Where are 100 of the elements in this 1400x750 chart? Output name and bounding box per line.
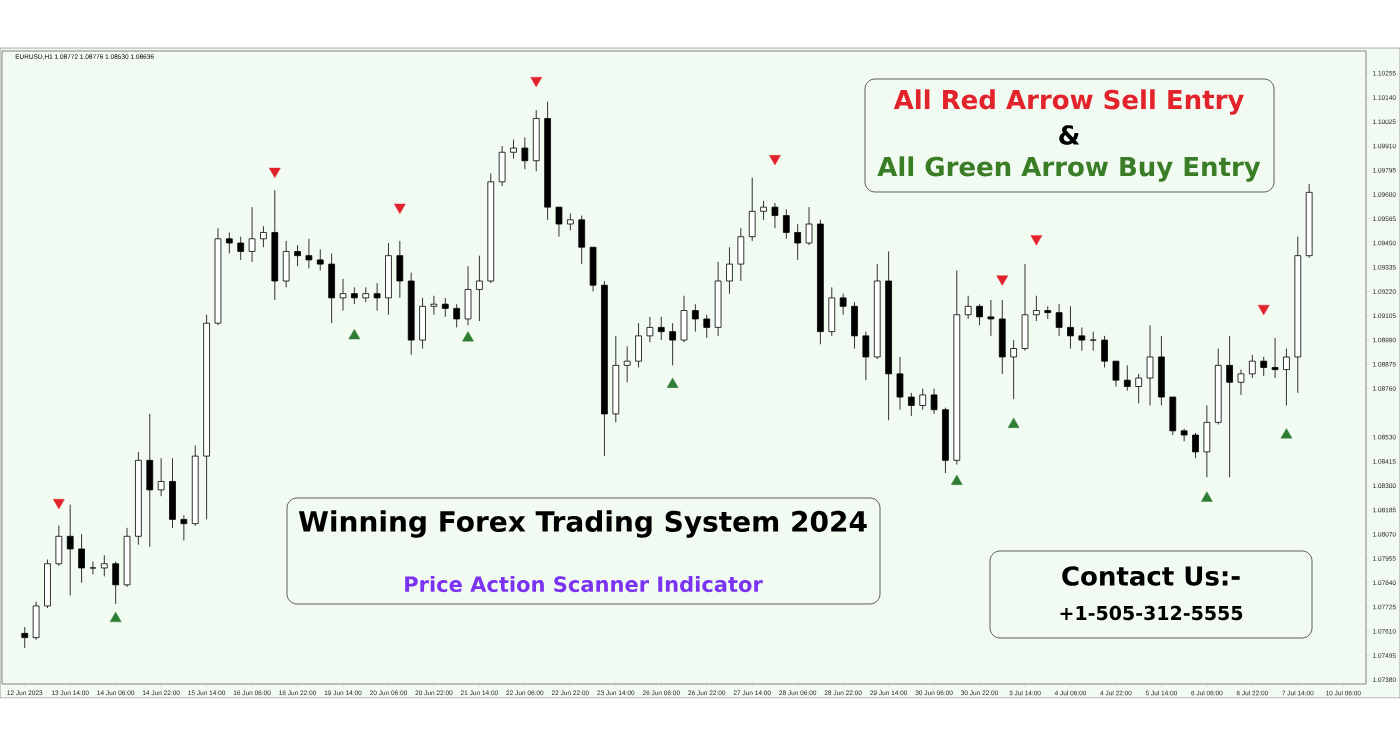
candlestick <box>1260 356 1268 377</box>
candlestick <box>1305 183 1313 259</box>
candlestick <box>373 282 381 311</box>
point <box>394 203 406 214</box>
candlestick <box>169 457 176 529</box>
point <box>109 611 122 623</box>
candlestick <box>407 272 415 356</box>
candlestick <box>32 601 40 641</box>
point <box>1007 417 1020 428</box>
candlestick <box>1010 339 1017 400</box>
candlestick <box>714 261 722 337</box>
candlestick <box>771 202 779 229</box>
candlestick <box>907 392 915 417</box>
candlestick <box>1078 327 1086 352</box>
candlestick <box>748 177 756 242</box>
candlestick <box>362 286 370 303</box>
candlestick <box>703 314 711 339</box>
point <box>268 167 281 178</box>
candlestick <box>191 445 199 527</box>
candlestick <box>657 316 665 341</box>
candlestick <box>566 213 574 231</box>
candlestick <box>1123 364 1131 392</box>
candlestick <box>987 299 995 337</box>
candlestick <box>692 303 699 333</box>
candlestick <box>260 225 267 248</box>
candlestick <box>794 223 802 261</box>
candlestick <box>316 248 324 271</box>
text: Winning Forex Trading System 2024 <box>298 510 867 538</box>
point <box>950 474 963 485</box>
candlestick <box>964 295 972 320</box>
candlestick <box>737 227 745 282</box>
annotation: All Green Arrow Buy Entry <box>877 156 1261 182</box>
candlestick <box>680 295 688 343</box>
candlestick <box>385 242 392 316</box>
candlestick <box>1294 236 1302 394</box>
candlestick <box>601 280 608 457</box>
candlestick <box>612 335 620 423</box>
candlestick <box>498 145 506 187</box>
candlestick <box>805 206 813 246</box>
candlestick <box>100 554 108 577</box>
candlestick <box>1203 405 1211 478</box>
candlestick <box>896 356 904 411</box>
candlestick <box>544 101 551 221</box>
candlestick <box>839 293 847 316</box>
candlestick <box>669 322 676 366</box>
candlestick <box>1021 263 1029 352</box>
candlestick <box>953 270 961 465</box>
point <box>1280 428 1293 439</box>
candlestick <box>203 314 210 520</box>
candlestick <box>146 413 154 548</box>
candlestick <box>885 251 892 421</box>
point <box>1030 235 1043 246</box>
annotation: +1-505-312-5555 <box>1060 605 1243 621</box>
candlestick <box>1248 354 1256 379</box>
point <box>996 275 1009 286</box>
candlestick <box>339 278 347 311</box>
text: Price Action Scanner Indicator <box>405 575 763 593</box>
candlestick <box>998 299 1006 375</box>
candlestick <box>635 322 642 368</box>
candlestick <box>1044 305 1052 320</box>
point <box>348 329 361 340</box>
candlestick <box>782 208 790 240</box>
candlestick <box>1135 373 1143 404</box>
candlestick <box>78 533 85 584</box>
point <box>666 377 679 388</box>
candlestick <box>930 388 938 415</box>
candlestick <box>476 255 483 322</box>
candlestick <box>1271 337 1279 379</box>
candlestick <box>1237 369 1245 396</box>
point <box>769 155 781 166</box>
candlestick <box>1089 331 1097 352</box>
candlestick <box>862 331 870 381</box>
candlestick <box>1055 303 1063 337</box>
candlestick <box>851 301 858 349</box>
point <box>1257 304 1270 316</box>
candlestick <box>532 109 540 172</box>
candlestick <box>760 200 767 221</box>
candlestick <box>248 206 256 263</box>
candlestick <box>1158 335 1165 406</box>
candlestick <box>430 295 438 316</box>
candlestick <box>21 626 29 649</box>
candlestick <box>305 238 313 269</box>
candlestick <box>578 215 586 265</box>
candlestick <box>271 189 279 301</box>
candlestick <box>214 227 222 326</box>
candlestick <box>123 527 131 588</box>
candlestick <box>919 388 927 411</box>
candlestick <box>328 253 335 324</box>
point <box>462 331 474 342</box>
candlestick <box>135 451 142 546</box>
candlestick <box>294 244 301 267</box>
candlestick <box>351 286 358 305</box>
point <box>530 77 543 88</box>
candlestick <box>441 297 449 318</box>
candlestick <box>453 303 461 328</box>
candlestick <box>976 303 983 326</box>
candlestick <box>1067 305 1074 349</box>
annotation: Contact Us:- <box>1062 566 1240 586</box>
candlestick <box>1226 335 1233 478</box>
candlestick <box>726 246 733 295</box>
